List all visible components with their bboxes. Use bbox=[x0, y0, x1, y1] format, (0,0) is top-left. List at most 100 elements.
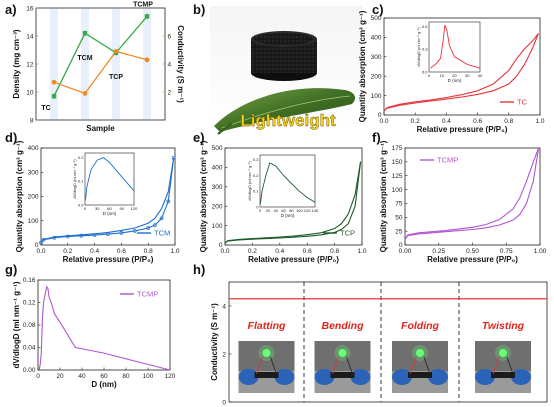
sample-strip bbox=[491, 372, 515, 378]
x-tick-label: 0.6 bbox=[473, 118, 482, 125]
y-tick-label: 300 bbox=[212, 184, 223, 191]
glove-right bbox=[511, 369, 531, 385]
data-point bbox=[52, 235, 57, 240]
y-tick-label: 0.00 bbox=[23, 367, 36, 374]
y-tick-label: 0 bbox=[399, 242, 403, 249]
inset-c: 0 10 20 30 40 0.0 0.3 0.6 D (nm) dV/dlogD (ml nm⁻… bbox=[417, 21, 483, 83]
panel-label-b: b) bbox=[193, 2, 205, 17]
charts-layer: 8 10 12 14 16 2 4 6 Density (mg cm⁻³) Conductivit… bbox=[12, 1, 547, 406]
led-demo-photo bbox=[314, 341, 371, 393]
conductivity-point bbox=[113, 49, 119, 54]
chart-e: 0.0 0.2 0.4 0.6 0.8 1.00100200300400500Relati… bbox=[199, 140, 367, 264]
inset-d: 0 30 60 90 120 0.0 0.1 0.2 D (nm) dV/dlogD (ml nm… bbox=[73, 152, 138, 216]
x-tick-label: 0.2 bbox=[63, 248, 72, 255]
inset-x-tick-label: 90 bbox=[120, 206, 125, 211]
glove-right bbox=[274, 369, 295, 385]
x-tick-label: 60 bbox=[100, 373, 108, 380]
x-tick-label: 0.0 bbox=[379, 118, 388, 125]
desorption-line bbox=[40, 157, 175, 243]
x-tick-label: 100 bbox=[143, 373, 154, 380]
y-tick-label: 0 bbox=[222, 399, 226, 406]
inset-curve bbox=[430, 24, 481, 69]
legend-label: TCMP bbox=[437, 156, 458, 165]
x-tick-label: 0.50 bbox=[466, 248, 479, 255]
inset-x-tick-label: 30 bbox=[465, 73, 470, 78]
inset-x-tick-label: 0 bbox=[259, 208, 262, 213]
inset-x-tick-label: 80 bbox=[289, 208, 294, 213]
data-point bbox=[146, 226, 151, 230]
led-halo bbox=[412, 345, 428, 361]
y-tick-label-right: 2 bbox=[168, 89, 172, 96]
x-tick-label: 40 bbox=[78, 373, 86, 380]
x-tick-label: 0.6 bbox=[303, 248, 312, 255]
x-tick-label: 0.25 bbox=[432, 248, 445, 255]
inset-frame bbox=[259, 154, 316, 208]
leaf-shape bbox=[214, 88, 356, 132]
y-tick-label: 0.16 bbox=[23, 277, 36, 284]
y-axis-label: Quantity absorption (cm³ g⁻¹) bbox=[379, 140, 388, 252]
y-tick-label: 0.08 bbox=[23, 322, 36, 329]
y-tick-label: 400 bbox=[212, 165, 223, 172]
inset-frame bbox=[84, 152, 135, 206]
density-point bbox=[82, 31, 88, 36]
inset-x-tick-label: 120 bbox=[131, 206, 138, 211]
y-tick-label: 200 bbox=[212, 203, 223, 210]
x-tick-label: 0.2 bbox=[411, 118, 420, 125]
x-tick-label: 0.75 bbox=[500, 248, 513, 255]
y-tick-label-left: 8 bbox=[30, 117, 34, 124]
y-tick-label: 0 bbox=[219, 242, 223, 249]
x-tick-label: 0.4 bbox=[275, 248, 284, 255]
y-tick-label: 0.04 bbox=[23, 345, 36, 352]
data-point bbox=[39, 240, 43, 245]
y-tick-label-left: 12 bbox=[26, 61, 34, 68]
glove-right bbox=[350, 369, 371, 385]
y-tick-label: 125 bbox=[392, 173, 403, 180]
y-tick-label: 175 bbox=[392, 145, 403, 152]
lightweight-caption: Lightweight bbox=[240, 111, 336, 130]
inset-x-label: D (nm) bbox=[281, 213, 295, 218]
y-tick-label-right: 6 bbox=[168, 33, 172, 40]
inset-x-tick-label: 0 bbox=[84, 206, 87, 211]
data-point bbox=[92, 233, 97, 237]
x-tick-label: 1.00 bbox=[534, 248, 547, 255]
y-tick-label: 100 bbox=[212, 223, 223, 230]
inset-y-label: dV/dlogD (ml nm⁻¹ g⁻¹) bbox=[248, 161, 252, 201]
inset-y-tick-label: 0 bbox=[256, 204, 259, 209]
y-tick-label: 0 bbox=[35, 242, 39, 249]
panel-h bbox=[228, 281, 548, 403]
y-tick-label: 0 bbox=[378, 112, 382, 119]
led-glow bbox=[338, 349, 347, 357]
inset-x-tick-label: 140 bbox=[312, 208, 319, 213]
wire-red bbox=[492, 356, 500, 375]
x-tick-label: 0.6 bbox=[117, 248, 126, 255]
panel-label-g: g) bbox=[5, 262, 17, 277]
y-tick-label: 150 bbox=[392, 159, 403, 166]
y-axis-label: Quantity absorption (cm³ g⁻¹) bbox=[358, 10, 367, 122]
chart-c: 0.0 0.2 0.4 0.6 0.8 1.00100200300400500Relati… bbox=[358, 10, 545, 134]
series-line bbox=[383, 33, 539, 112]
y-tick-label: 100 bbox=[28, 218, 39, 225]
wire-black bbox=[423, 356, 431, 375]
legend-label: TCP bbox=[340, 229, 355, 238]
inset-x-tick-label: 20 bbox=[266, 208, 271, 213]
y-tick-label: 4 bbox=[222, 303, 226, 310]
x-tick-label: 0.0 bbox=[36, 248, 45, 255]
legend-label: TCMP bbox=[137, 290, 158, 299]
wire-black bbox=[270, 356, 277, 375]
chart-g: 0 20 40 60 80 100 120 0.00 0.04 0.08 0.12 0.16 D (nm… bbox=[12, 277, 176, 389]
inset-y-tick-label: 0.6 bbox=[422, 24, 428, 29]
inset-y-tick-label: 0.0 bbox=[78, 202, 84, 207]
glove-left bbox=[475, 369, 495, 385]
inset-x-tick-label: 0 bbox=[428, 73, 431, 78]
panel-label-c: c) bbox=[372, 2, 384, 17]
inset-x-tick-label: 30 bbox=[95, 206, 100, 211]
plot-frame bbox=[404, 147, 541, 246]
inset-x-tick-label: 60 bbox=[107, 206, 112, 211]
inset-x-tick-label: 120 bbox=[304, 208, 311, 213]
x-tick-label: 0.4 bbox=[442, 118, 451, 125]
data-point bbox=[132, 229, 137, 233]
plot-frame bbox=[224, 147, 363, 246]
chart-a: 8 10 12 14 16 2 4 6 Density (mg cm⁻³) Conductivit… bbox=[12, 1, 185, 133]
data-point bbox=[119, 231, 124, 235]
desorption-line bbox=[224, 161, 362, 244]
